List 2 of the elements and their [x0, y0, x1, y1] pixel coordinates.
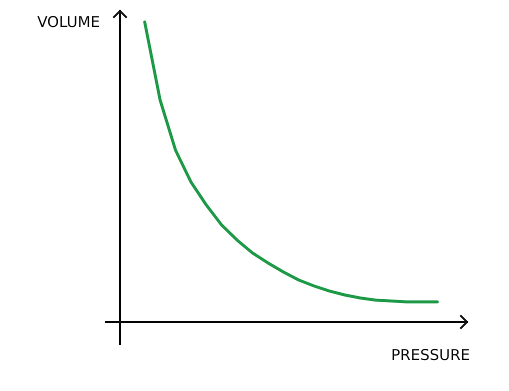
x-axis-title: PRESSURE [391, 346, 470, 364]
y-axis-title: VOLUME [37, 13, 100, 31]
